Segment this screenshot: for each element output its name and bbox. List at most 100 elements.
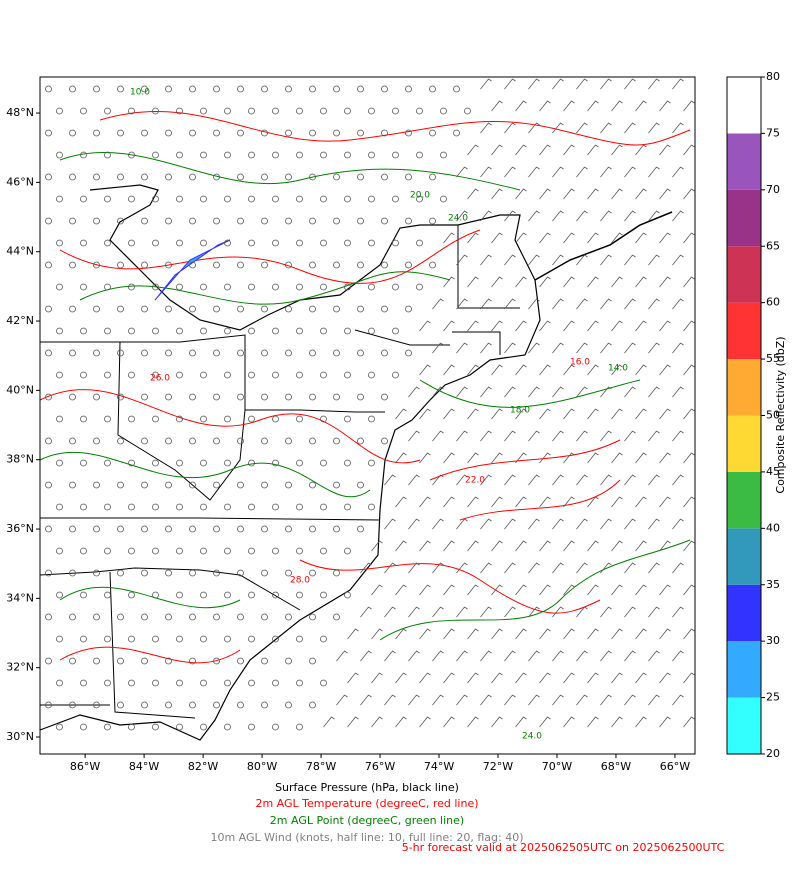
- wind-barb: [384, 474, 396, 486]
- station-marker: [333, 349, 340, 357]
- station-marker: [69, 569, 76, 577]
- wind-barb: [504, 78, 516, 90]
- station-marker: [237, 305, 244, 313]
- station-marker: [165, 481, 172, 489]
- wind-barb: [408, 562, 420, 574]
- wind-barb: [539, 584, 551, 596]
- station-marker: [213, 437, 220, 445]
- station-marker: [45, 173, 52, 181]
- wind-barb: [611, 716, 623, 728]
- x-tick-label: 72°W: [483, 760, 513, 773]
- wind-barb: [491, 496, 503, 508]
- station-marker: [213, 393, 220, 401]
- station-marker: [368, 327, 375, 335]
- station-marker: [333, 569, 340, 577]
- station-marker: [176, 107, 183, 115]
- wind-barb: [467, 716, 479, 728]
- wind-barb: [624, 694, 636, 706]
- wind-barb: [552, 694, 564, 706]
- wind-barb: [611, 452, 623, 464]
- station-marker: [200, 679, 207, 687]
- wind-barb: [563, 628, 575, 640]
- wind-barb: [624, 78, 636, 90]
- station-marker: [272, 679, 279, 687]
- x-tick-label: 80°W: [247, 760, 277, 773]
- station-marker: [152, 591, 159, 599]
- station-marker: [237, 569, 244, 577]
- colorbar-tick-label: 70: [766, 183, 780, 196]
- station-marker: [296, 503, 303, 511]
- wind-barb: [528, 562, 540, 574]
- wind-barb: [563, 364, 575, 376]
- wind-barb: [576, 694, 588, 706]
- station-marker: [176, 371, 183, 379]
- wind-barb: [648, 474, 660, 486]
- station-marker: [165, 349, 172, 357]
- wind-barb: [432, 562, 444, 574]
- wind-barb: [635, 276, 647, 288]
- station-marker: [104, 635, 111, 643]
- station-marker: [296, 195, 303, 203]
- colorbar-tick-label: 35: [766, 578, 780, 591]
- station-marker: [45, 217, 52, 225]
- wind-barb: [576, 474, 588, 486]
- station-marker: [333, 173, 340, 181]
- wind-barb: [336, 694, 348, 706]
- station-marker: [272, 723, 279, 731]
- wind-barb: [587, 584, 599, 596]
- wind-barb: [432, 518, 444, 530]
- station-marker: [56, 679, 63, 687]
- contour-label: 24.0: [522, 732, 542, 742]
- wind-barb: [683, 716, 695, 728]
- station-marker: [93, 305, 100, 313]
- station-marker: [69, 525, 76, 533]
- station-marker: [200, 151, 207, 159]
- wind-barb: [456, 562, 468, 574]
- station-marker: [224, 283, 231, 291]
- wind-barb: [576, 606, 588, 618]
- wind-barb: [371, 540, 383, 552]
- station-marker: [152, 503, 159, 511]
- station-marker: [189, 437, 196, 445]
- colorbar-bin: [727, 246, 761, 303]
- wind-barb: [587, 496, 599, 508]
- wind-barb: [611, 320, 623, 332]
- station-marker: [165, 393, 172, 401]
- wind-barb: [360, 562, 372, 574]
- station-marker: [56, 107, 63, 115]
- station-marker: [381, 393, 388, 401]
- x-tick-label: 82°W: [188, 760, 218, 773]
- station-marker: [45, 437, 52, 445]
- station-marker: [440, 151, 447, 159]
- station-marker: [333, 437, 340, 445]
- station-marker: [104, 195, 111, 203]
- station-marker: [69, 657, 76, 665]
- map-frame: [39, 76, 696, 755]
- wind-barb: [600, 166, 612, 178]
- wind-barb: [563, 452, 575, 464]
- station-marker: [189, 613, 196, 621]
- wind-barb: [600, 562, 612, 574]
- station-marker: [45, 349, 52, 357]
- wind-barb: [683, 672, 695, 684]
- wind-barb: [648, 122, 660, 134]
- station-marker: [152, 679, 159, 687]
- station-marker: [285, 613, 292, 621]
- station-marker: [176, 239, 183, 247]
- station-marker: [189, 481, 196, 489]
- wind-barb: [611, 188, 623, 200]
- wind-barb: [504, 694, 516, 706]
- station-marker: [80, 635, 87, 643]
- station-marker: [296, 327, 303, 335]
- station-marker: [357, 217, 364, 225]
- station-marker: [189, 701, 196, 709]
- wind-barb: [528, 386, 540, 398]
- wind-barb: [563, 232, 575, 244]
- station-marker: [272, 107, 279, 115]
- station-marker: [261, 437, 268, 445]
- wind-barb: [587, 672, 599, 684]
- wind-barb: [600, 650, 612, 662]
- station-marker: [248, 547, 255, 555]
- wind-barb: [467, 584, 479, 596]
- wind-barb: [395, 628, 407, 640]
